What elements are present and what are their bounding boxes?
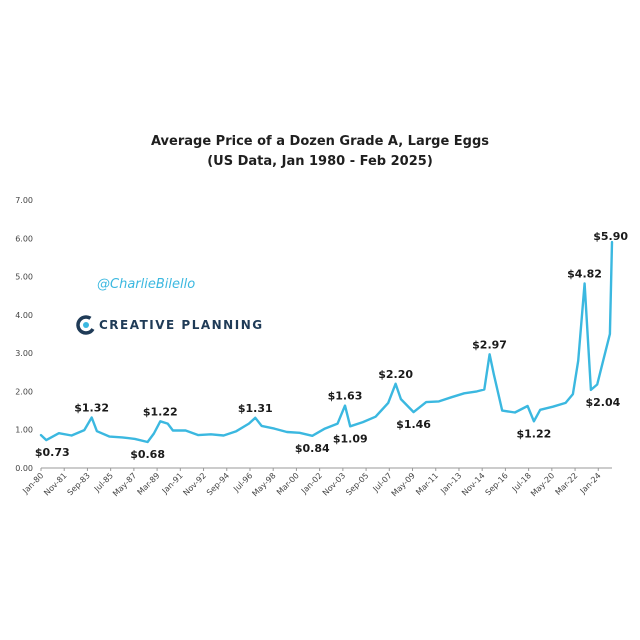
data-label: $0.84	[295, 442, 330, 455]
x-tick-label: Sep-83	[66, 471, 92, 497]
x-tick-label: Jan-91	[160, 471, 185, 496]
x-tick-label: Mar-22	[554, 471, 580, 497]
y-tick-label: 7.00	[15, 196, 33, 205]
series-line-egg-price	[39, 240, 614, 444]
x-tick-label: Jan-80	[20, 471, 45, 496]
data-label: $1.31	[238, 402, 273, 415]
data-label: $5.90	[593, 230, 628, 243]
x-tick-label: May-87	[111, 471, 138, 498]
x-tick-label: Sep-16	[484, 471, 510, 497]
data-label: $2.97	[472, 338, 507, 351]
y-tick-label: 0.00	[15, 464, 33, 473]
data-label: $0.68	[130, 448, 165, 461]
y-tick-label: 6.00	[15, 234, 33, 243]
data-label: $1.46	[396, 418, 431, 431]
author-handle: @CharlieBilello	[97, 277, 195, 292]
chart-subtitle: (US Data, Jan 1980 - Feb 2025)	[207, 154, 433, 169]
data-label: $1.09	[333, 432, 368, 445]
data-label: $1.22	[143, 405, 178, 418]
y-tick-label: 2.00	[15, 387, 33, 396]
x-tick-label: Sep-94	[205, 471, 231, 497]
y-tick-label: 5.00	[15, 273, 33, 282]
data-label: $1.22	[516, 427, 551, 440]
x-tick-label: Nov-81	[42, 471, 68, 497]
x-tick-label: May-98	[250, 471, 277, 498]
x-tick-label: Nov-92	[181, 471, 207, 497]
y-tick-label: 4.00	[15, 311, 33, 320]
data-label: $2.04	[585, 396, 620, 409]
x-tick-label: May-09	[390, 471, 417, 498]
x-tick-label: Sep-05	[344, 471, 370, 497]
data-label: $2.20	[378, 368, 413, 381]
x-tick-label: Mar-11	[414, 471, 440, 497]
data-labels: $0.73 $1.32 $0.68 $1.22 $1.31 $0.84 $1.63 $1.09…	[35, 230, 628, 461]
data-label: $0.73	[35, 446, 70, 459]
x-tick-label: Jan-02	[299, 471, 324, 496]
y-tick-label: 1.00	[15, 426, 33, 435]
x-tick-label: Jan-13	[438, 471, 463, 496]
company-name: CREATIVE PLANNING	[99, 318, 264, 332]
chart-title: Average Price of a Dozen Grade A, Large …	[151, 134, 489, 149]
x-tick-label: Mar-89	[136, 471, 162, 497]
x-tick-label: May-20	[529, 471, 556, 498]
data-label: $1.63	[328, 390, 363, 403]
data-label: $4.82	[567, 267, 602, 280]
y-tick-label: 3.00	[15, 349, 33, 358]
x-tick-label: Mar-00	[275, 471, 301, 497]
data-label: $1.32	[74, 401, 109, 414]
x-tick-label: Nov-03	[321, 471, 347, 497]
y-axis: 0.00 1.00 2.00 3.00 4.00 5.00 6.00 7.00	[15, 196, 33, 473]
x-tick-label: Nov-14	[460, 471, 486, 497]
x-tick-label: Jan-24	[578, 471, 603, 496]
creative-planning-logo-icon	[76, 315, 96, 335]
